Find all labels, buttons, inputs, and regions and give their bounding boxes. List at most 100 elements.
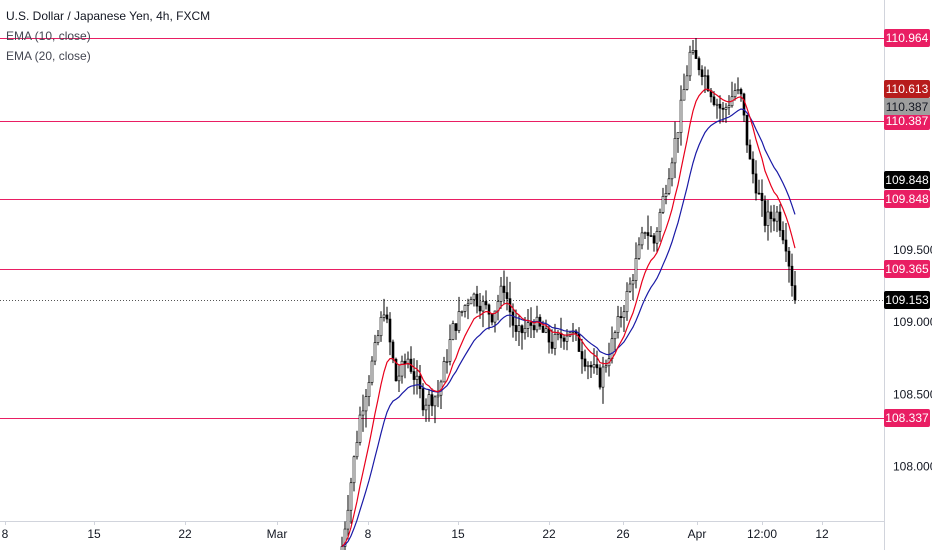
horizontal-lines[interactable] bbox=[0, 38, 884, 419]
candle-body bbox=[373, 342, 377, 362]
candle-body bbox=[613, 332, 617, 340]
candle-body bbox=[661, 196, 665, 213]
candle-body bbox=[487, 304, 491, 315]
candle-body bbox=[736, 89, 740, 92]
hline-tag-3: 109.848 bbox=[885, 192, 929, 206]
candle-body bbox=[625, 291, 629, 313]
candle-body bbox=[400, 360, 404, 377]
candle-body bbox=[370, 360, 374, 383]
candle-body bbox=[691, 50, 695, 53]
ema20-tag: 110.387 bbox=[886, 100, 929, 114]
candle-body bbox=[790, 265, 794, 286]
hline-tag-4: 109.365 bbox=[885, 262, 929, 276]
candle-body bbox=[715, 103, 719, 106]
candle-body bbox=[358, 414, 362, 443]
time-tick-label: 22 bbox=[542, 527, 556, 541]
candle-body bbox=[637, 244, 641, 259]
time-axis[interactable]: 8 15 22 Mar 8 15 22 26 Apr 12:00 12 bbox=[2, 521, 829, 541]
candle-body bbox=[658, 212, 662, 232]
candle-body bbox=[499, 285, 503, 302]
candle-body bbox=[514, 325, 518, 332]
candle-body bbox=[706, 75, 710, 91]
candle-body bbox=[697, 58, 701, 71]
candle-body bbox=[511, 311, 515, 326]
candle-body bbox=[346, 509, 350, 530]
time-tick-label: 8 bbox=[365, 527, 372, 541]
candle-body bbox=[550, 341, 554, 349]
hline-tag-2: 110.387 bbox=[886, 114, 929, 128]
candle-body bbox=[526, 322, 530, 329]
candle-body bbox=[544, 328, 548, 333]
candle-body bbox=[520, 325, 524, 334]
candle-body bbox=[352, 456, 356, 484]
candle-body bbox=[778, 211, 782, 231]
ema10-tag: 110.613 bbox=[886, 82, 929, 96]
ema10-legend: EMA (10, close) bbox=[6, 29, 91, 43]
candle-body bbox=[478, 305, 482, 312]
price-axis[interactable]: 109.500 109.000 108.500 108.000 bbox=[893, 243, 932, 474]
candle-body bbox=[442, 361, 446, 383]
candle-body bbox=[463, 305, 467, 312]
candle-body bbox=[667, 178, 671, 194]
price-tick-label: 108.500 bbox=[893, 387, 932, 401]
candle-body bbox=[694, 50, 698, 59]
time-tick-label: 15 bbox=[451, 527, 465, 541]
candle-body bbox=[643, 232, 647, 234]
candle-body bbox=[481, 301, 485, 312]
candle-body bbox=[610, 338, 614, 360]
candle-body bbox=[751, 158, 755, 175]
candle-body bbox=[757, 192, 761, 195]
candle-body bbox=[436, 394, 440, 398]
candle-body bbox=[700, 69, 704, 77]
candle-body bbox=[502, 285, 506, 293]
candle-body bbox=[424, 404, 428, 411]
candle-body bbox=[562, 337, 566, 342]
candle-body bbox=[490, 313, 494, 323]
hline-tag-1: 110.964 bbox=[886, 31, 929, 45]
candle-body bbox=[454, 323, 458, 331]
candle-body bbox=[727, 105, 731, 108]
candle-body bbox=[766, 211, 770, 226]
candle-body bbox=[466, 303, 470, 306]
time-tick-label: 26 bbox=[616, 527, 630, 541]
hline-tag-2-bg bbox=[884, 112, 930, 130]
price-tick-label: 108.000 bbox=[893, 460, 932, 474]
candle-body bbox=[592, 364, 596, 368]
candle-body bbox=[742, 93, 746, 116]
candle-body bbox=[472, 293, 476, 300]
candle-body bbox=[652, 235, 656, 244]
candle-body bbox=[586, 364, 590, 367]
candle-body bbox=[451, 323, 455, 340]
candle-body bbox=[781, 230, 785, 241]
time-tick-label: 22 bbox=[178, 527, 192, 541]
candle-body bbox=[682, 89, 686, 101]
candle-body bbox=[649, 235, 653, 237]
candle-body bbox=[673, 138, 677, 164]
candle-body bbox=[421, 388, 425, 411]
candle-body bbox=[535, 316, 539, 331]
candle-body bbox=[565, 335, 569, 342]
candle-body bbox=[622, 311, 626, 319]
candle-body bbox=[379, 317, 383, 337]
candle-body bbox=[475, 293, 479, 307]
candle-body bbox=[364, 396, 368, 412]
candle-body bbox=[721, 107, 725, 110]
candle-body bbox=[748, 144, 752, 160]
candle-body bbox=[604, 365, 608, 368]
candle-body bbox=[655, 231, 659, 244]
candle-body bbox=[355, 442, 359, 458]
last-price-tag-bg bbox=[884, 291, 930, 309]
candle-body bbox=[553, 334, 557, 349]
hline-tag-5: 108.337 bbox=[885, 411, 929, 425]
candle-body bbox=[601, 366, 605, 388]
candle-body bbox=[703, 75, 707, 77]
hline-tag-3-bg bbox=[884, 190, 930, 208]
candle-body bbox=[433, 396, 437, 407]
candle-body bbox=[679, 99, 683, 133]
candle-body bbox=[484, 301, 488, 306]
candle-body bbox=[583, 358, 587, 367]
candle-body bbox=[598, 367, 602, 388]
candle-body bbox=[448, 339, 452, 362]
candle-body bbox=[460, 311, 464, 313]
